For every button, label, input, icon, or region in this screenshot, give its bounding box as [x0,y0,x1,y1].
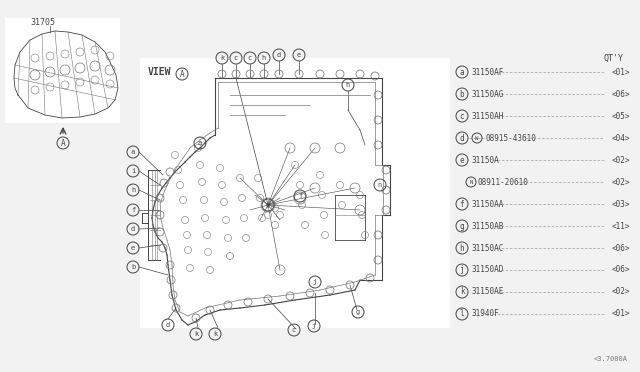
Text: 31150AD: 31150AD [472,266,504,275]
Text: 31150AH: 31150AH [472,112,504,121]
FancyBboxPatch shape [140,58,450,328]
FancyBboxPatch shape [5,18,120,123]
Text: d: d [277,52,281,58]
Text: g: g [266,202,270,208]
Text: <01>: <01> [611,67,630,77]
Text: 31150AG: 31150AG [472,90,504,99]
Text: <06>: <06> [611,90,630,99]
Text: d: d [131,226,135,232]
Text: g: g [356,309,360,315]
Text: 31150AF: 31150AF [472,67,504,77]
Text: c: c [460,112,464,121]
Text: 31705: 31705 [30,18,55,27]
Text: W: W [476,135,479,141]
Text: j: j [313,279,317,285]
Text: a: a [198,140,202,146]
Text: <06>: <06> [611,266,630,275]
Text: d: d [166,322,170,328]
Text: QT'Y: QT'Y [604,54,624,63]
Text: e: e [131,245,135,251]
Text: <11>: <11> [611,221,630,231]
Text: c: c [292,327,296,333]
Text: <02>: <02> [611,288,630,296]
Text: f: f [131,207,135,213]
Text: k: k [220,55,224,61]
Text: N: N [469,180,472,185]
Text: 08911-20610: 08911-20610 [478,177,529,186]
Text: b: b [460,90,464,99]
Text: k: k [460,288,464,296]
Text: a: a [460,67,464,77]
Text: f: f [460,199,464,208]
Text: b: b [131,264,135,270]
Text: <02>: <02> [611,155,630,164]
Text: h: h [131,187,135,193]
Text: A: A [61,138,65,148]
Text: i: i [131,168,135,174]
Text: k: k [213,331,217,337]
Text: 31940F: 31940F [472,310,500,318]
Text: k: k [194,331,198,337]
Text: c: c [248,55,252,61]
Text: <01>: <01> [611,310,630,318]
Text: <05>: <05> [611,112,630,121]
Text: c: c [234,55,238,61]
Text: VIEW: VIEW [148,67,172,77]
Text: g: g [460,221,464,231]
Text: l: l [460,310,464,318]
Text: 31150AC: 31150AC [472,244,504,253]
Text: 08915-43610: 08915-43610 [486,134,537,142]
Text: j: j [460,266,464,275]
Text: f: f [298,193,302,199]
Text: a: a [131,149,135,155]
Text: e: e [297,52,301,58]
Text: 31150AB: 31150AB [472,221,504,231]
Text: <03>: <03> [611,199,630,208]
Text: h: h [262,55,266,61]
Text: j: j [312,323,316,329]
Text: n: n [378,182,382,188]
Text: 31150AA: 31150AA [472,199,504,208]
Text: h: h [346,82,350,88]
Text: 31150AE: 31150AE [472,288,504,296]
Text: <06>: <06> [611,244,630,253]
Text: <04>: <04> [611,134,630,142]
Text: A: A [180,70,184,78]
Text: <3.7000A: <3.7000A [594,356,628,362]
Text: e: e [460,155,464,164]
Text: <02>: <02> [611,177,630,186]
Text: d: d [460,134,464,142]
Text: h: h [460,244,464,253]
Text: 31150A: 31150A [472,155,500,164]
